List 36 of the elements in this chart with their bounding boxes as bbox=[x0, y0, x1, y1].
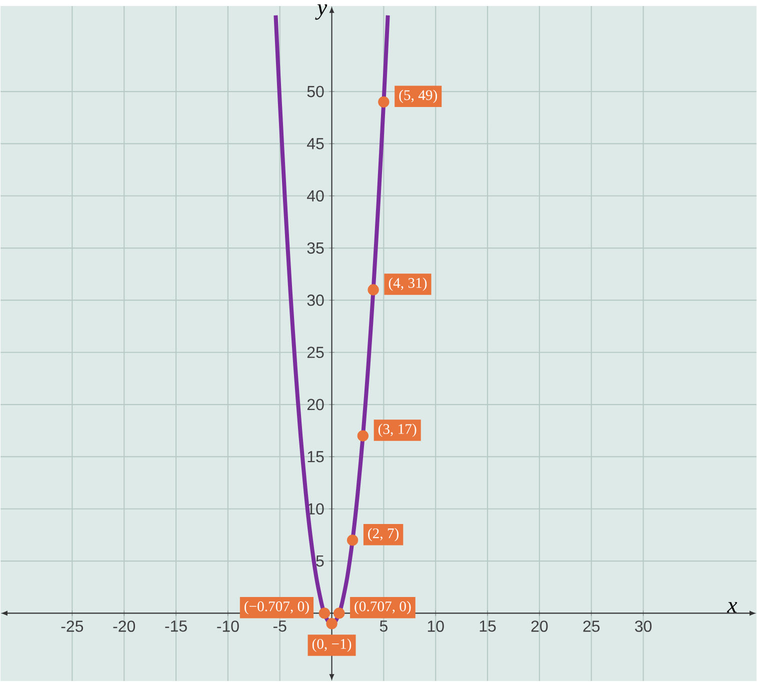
x-tick-label: 30 bbox=[635, 620, 652, 632]
x-tick-label: 15 bbox=[480, 620, 496, 632]
x-tick-label: 5 bbox=[380, 620, 388, 632]
x-tick-label: -15 bbox=[165, 620, 187, 632]
point bbox=[368, 284, 379, 296]
y-tick-label: 20 bbox=[307, 399, 324, 410]
y-tick-label: 30 bbox=[307, 294, 324, 306]
y-tick-label: 40 bbox=[307, 190, 324, 202]
annotation: (0.707, 0) bbox=[354, 601, 411, 614]
annotation: (5, 49) bbox=[399, 90, 438, 104]
y-tick-label: 45 bbox=[307, 138, 324, 150]
y-tick-label: 25 bbox=[307, 346, 324, 358]
annotation: (4, 31) bbox=[388, 278, 427, 292]
y-tick-label: 50 bbox=[307, 86, 324, 98]
annotation: (0, −1) bbox=[312, 638, 352, 652]
point bbox=[334, 608, 345, 620]
x-axis-title: x bbox=[726, 602, 738, 613]
y-axis-title: y bbox=[315, 4, 328, 20]
annotation: (−0.707, 0) bbox=[244, 601, 309, 614]
point bbox=[318, 608, 330, 620]
y-tick-label: 15 bbox=[308, 451, 324, 462]
x-tick-label: 25 bbox=[583, 620, 600, 632]
x-tick-label: -25 bbox=[61, 620, 84, 632]
x-tick-label: -10 bbox=[217, 620, 239, 632]
y-tick-label: 5 bbox=[316, 556, 324, 567]
point bbox=[326, 618, 338, 630]
x-tick-label: -20 bbox=[113, 620, 136, 632]
point bbox=[346, 534, 358, 546]
annotation: (2, 7) bbox=[368, 528, 399, 542]
y-tick-label: 35 bbox=[307, 242, 324, 254]
point bbox=[378, 96, 390, 108]
x-tick-label: 20 bbox=[531, 620, 548, 632]
x-tick-label: 10 bbox=[428, 620, 444, 632]
point bbox=[357, 430, 369, 442]
x-tick-label: -5 bbox=[273, 620, 286, 632]
annotation: (3, 17) bbox=[378, 424, 416, 438]
